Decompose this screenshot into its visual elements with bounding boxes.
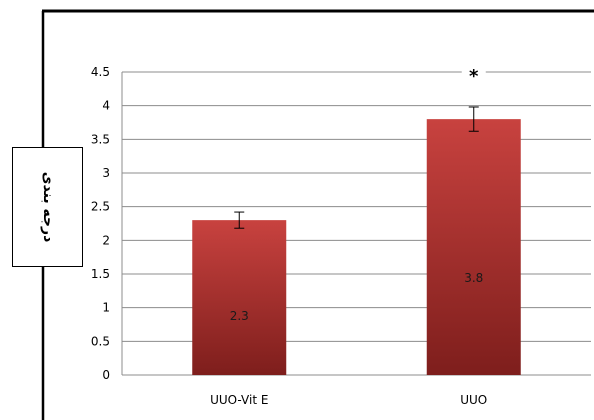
y-tick-label: 3.5 [91,132,110,146]
y-axis-label: درجه بندی [39,171,56,243]
y-tick-label: 4.5 [91,65,110,79]
y-tick-label: 3 [102,166,110,180]
bar [426,119,521,375]
bar-value-label: 3.8 [464,271,483,285]
y-axis-label-box: درجه بندی [12,147,83,267]
x-category-label: UUO-Vit E [210,393,268,407]
bar [192,220,287,375]
y-tick-label: 2.5 [91,200,110,214]
bar-value-label: 2.3 [230,309,249,323]
y-tick-label: 0 [102,368,110,382]
y-tick-label: 4 [102,99,110,113]
x-category-label: UUO [460,393,487,407]
annotation-backing [461,68,486,77]
significance-marker: * [469,66,479,87]
y-tick-label: 2 [102,233,110,247]
y-tick-label: 1.5 [91,267,110,281]
y-tick-label: 1 [102,301,110,315]
y-tick-label: 0.5 [91,334,110,348]
